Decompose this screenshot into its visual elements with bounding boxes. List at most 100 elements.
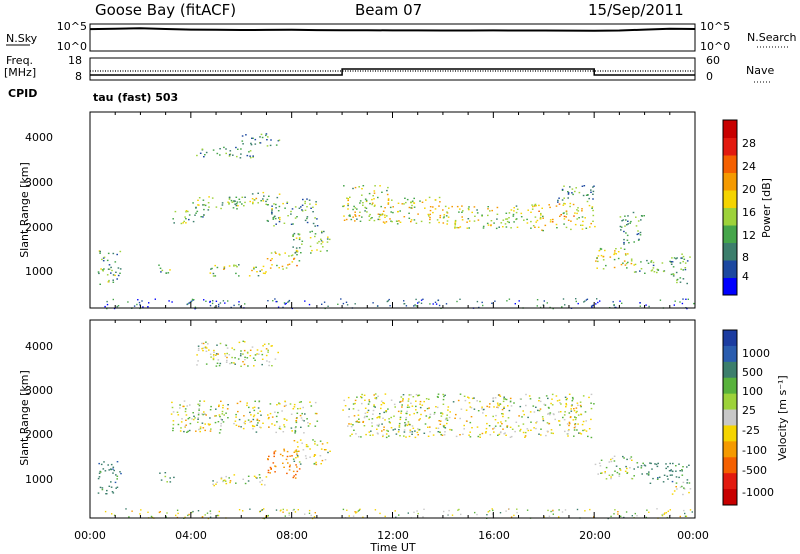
range-cell: [466, 221, 468, 223]
range-cell: [298, 468, 301, 470]
range-cell: [602, 259, 605, 261]
range-cell: [223, 267, 226, 269]
range-cell: [290, 213, 292, 215]
range-cell: [185, 414, 188, 416]
range-cell: [266, 515, 269, 517]
range-cell: [390, 427, 393, 429]
range-cell: [623, 243, 625, 245]
range-cell: [568, 412, 571, 414]
range-cell: [274, 411, 276, 413]
range-cell: [246, 402, 248, 404]
range-cell: [278, 139, 281, 141]
range-cell: [283, 424, 285, 426]
range-cell: [241, 196, 244, 198]
range-cell: [226, 356, 228, 359]
range-cell: [274, 217, 277, 220]
range-cell: [530, 429, 532, 431]
range-cell: [406, 424, 409, 427]
power-cbar-tick-12: 12: [742, 229, 756, 242]
range-cell: [282, 202, 284, 205]
range-cell: [181, 418, 183, 420]
range-cell: [356, 396, 358, 398]
range-cell: [392, 211, 394, 214]
range-cell: [383, 426, 385, 428]
range-cell: [591, 304, 594, 307]
range-cell: [623, 241, 625, 244]
range-cell: [613, 513, 615, 515]
range-cell: [390, 220, 392, 222]
range-cell: [265, 203, 267, 205]
velocity-cbar-tick-100: 100: [742, 385, 763, 398]
range-cell: [493, 406, 495, 408]
range-cell: [390, 416, 392, 419]
range-cell: [421, 201, 424, 203]
range-cell: [567, 429, 570, 432]
range-cell: [318, 240, 320, 243]
range-cell: [388, 298, 390, 301]
range-cell: [547, 509, 549, 512]
range-cell: [574, 190, 576, 193]
range-cell: [295, 457, 297, 459]
range-cell: [198, 204, 200, 206]
range-cell: [684, 512, 686, 515]
range-cell: [102, 468, 105, 470]
range-cell: [265, 271, 267, 273]
range-cell: [497, 434, 499, 436]
range-cell: [187, 303, 189, 305]
range-cell: [271, 258, 273, 260]
power-colorbar-cell: [723, 137, 737, 156]
range-cell: [242, 340, 245, 342]
range-cell: [636, 462, 639, 464]
range-cell: [597, 473, 599, 475]
range-cell: [459, 417, 461, 420]
range-cell: [252, 137, 254, 139]
range-cell: [413, 511, 415, 513]
range-cell: [405, 418, 407, 421]
range-cell: [625, 465, 627, 468]
range-cell: [524, 436, 526, 438]
range-cell: [302, 198, 304, 201]
range-cell: [259, 426, 261, 428]
range-cell: [498, 226, 500, 228]
range-cell: [160, 271, 162, 273]
range-cell: [189, 422, 192, 425]
range-cell: [463, 428, 465, 430]
range-cell: [267, 469, 270, 472]
range-cell: [469, 431, 471, 433]
range-cell: [505, 398, 508, 401]
range-cell: [296, 250, 299, 252]
range-cell: [283, 466, 285, 468]
range-cell: [675, 258, 677, 260]
noise-right-tick-bottom: 10^0: [700, 40, 730, 53]
range-cell: [582, 194, 585, 197]
range-cell: [537, 226, 540, 228]
range-cell: [301, 412, 303, 415]
power-colorbar-cell: [723, 155, 737, 173]
range-cell: [639, 231, 642, 234]
range-cell: [188, 417, 191, 419]
range-cell: [399, 221, 402, 223]
range-cell: [596, 257, 598, 259]
range-cell: [477, 410, 480, 412]
range-cell: [293, 508, 295, 511]
range-cell: [403, 216, 406, 218]
range-cell: [313, 463, 316, 465]
range-cell: [476, 400, 478, 402]
range-cell: [256, 419, 259, 421]
range-cell: [373, 190, 376, 192]
range-cell: [454, 224, 456, 226]
range-cell: [669, 474, 672, 476]
range-cell: [283, 450, 286, 452]
range-cell: [252, 357, 255, 359]
range-cell: [185, 419, 187, 421]
range-cell: [482, 225, 485, 228]
range-cell: [197, 360, 199, 362]
range-cell: [262, 191, 265, 194]
range-cell: [306, 217, 308, 220]
range-cell: [385, 433, 388, 435]
range-cell: [240, 365, 242, 367]
range-cell: [561, 306, 563, 308]
range-cell: [276, 404, 278, 406]
range-cell: [573, 435, 575, 437]
range-cell: [563, 414, 566, 416]
